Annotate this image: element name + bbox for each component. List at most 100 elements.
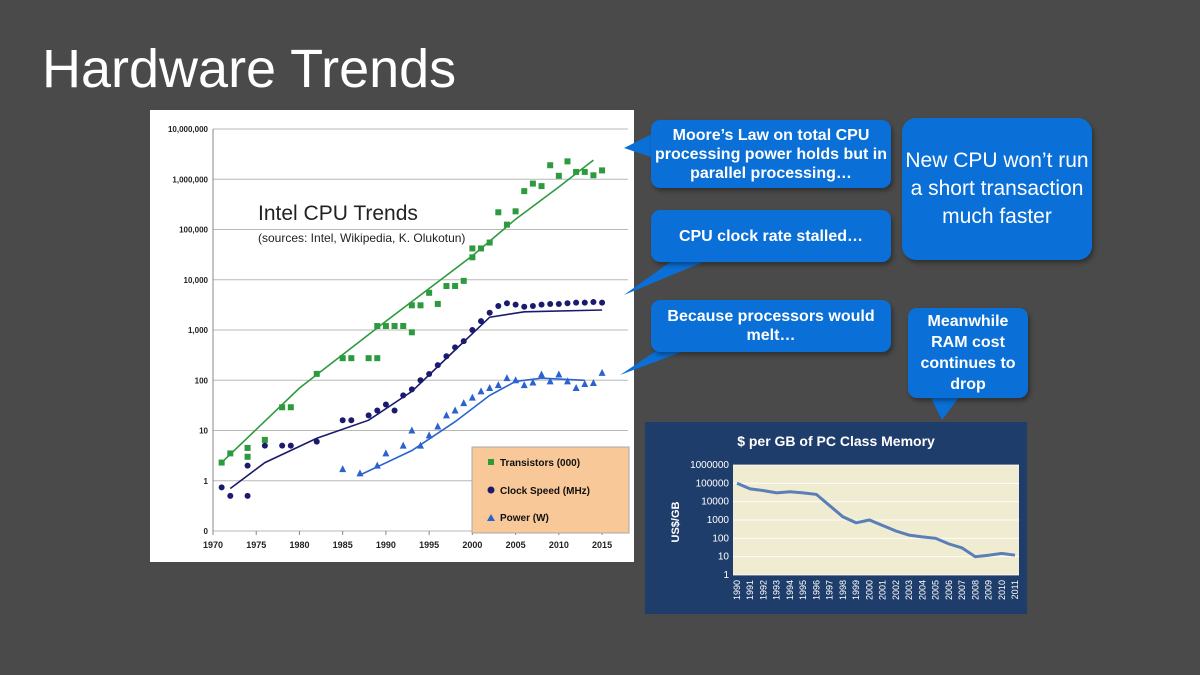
transistor-point (287, 404, 294, 411)
power-point (399, 441, 407, 449)
memory-x-tick-label: 2002 (891, 580, 901, 600)
memory-x-tick-label: 2001 (878, 580, 888, 600)
cpu-y-tick-label: 1 (204, 477, 209, 486)
clock-speed-point (512, 301, 519, 308)
transistor-point (469, 254, 476, 261)
transistor-point (408, 329, 415, 336)
memory-cost-line (736, 481, 1016, 559)
memory-ylabel: US$/GB (670, 501, 682, 542)
transistor-point (529, 180, 536, 187)
transistor-point (408, 302, 415, 309)
cpu-y-tick-label: 10,000,000 (168, 125, 209, 134)
transistor-point (581, 168, 588, 175)
clock-speed-point (218, 484, 225, 491)
clock-speed-point (443, 353, 450, 360)
legend-label-power: Power (W) (500, 513, 549, 524)
memory-x-tick-label: 1992 (758, 580, 768, 600)
transistor-point (443, 283, 450, 290)
callout-clock: CPU clock rate stalled… (651, 210, 891, 262)
callout-moore: Moore’s Law on total CPU processing powe… (651, 120, 891, 188)
memory-x-tick-label: 1999 (851, 580, 861, 600)
memory-chart-title: $ per GB of PC Class Memory (737, 433, 935, 449)
intel-cpu-chart-svg: 0 1 10 100 1,000 10,000 100,000 1,000,000 10,000… (168, 125, 630, 550)
slide-title: Hardware Trends (42, 39, 457, 99)
callout-clock-text: CPU clock rate stalled… (678, 227, 864, 245)
transistor-point (469, 245, 476, 252)
transistor-point (495, 209, 502, 216)
clock-speed-point (573, 299, 580, 306)
power-point (494, 381, 502, 389)
cpu-y-tick-label: 0 (204, 527, 209, 536)
clock-speed-point (555, 300, 562, 307)
transistor-point (486, 239, 493, 246)
cpu-x-tick-label: 2010 (549, 540, 569, 550)
callout-moore-text: Moore’s Law on total CPU processing powe… (654, 126, 887, 182)
legend-box (471, 446, 630, 534)
cpu-y-tick-label: 1,000 (188, 326, 209, 335)
cpu-chart-subtitle: (sources: Intel, Wikipedia, K. Olukotun) (258, 231, 465, 245)
transistor-point (478, 245, 485, 252)
power-point (486, 384, 494, 392)
legend-marker-transistors (488, 459, 494, 465)
memory-x-tick-label: 2009 (984, 580, 994, 600)
power-point (417, 441, 424, 449)
power-point (382, 449, 390, 457)
transistor-point (599, 167, 606, 174)
clock-speed-point (365, 412, 372, 419)
memory-x-tick-label: 1998 (838, 580, 848, 600)
transistor-point (434, 300, 441, 307)
power-point (442, 411, 450, 419)
clock-speed-point (400, 392, 407, 399)
memory-x-tick-label: 2008 (970, 580, 980, 600)
clock-speed-point (339, 417, 346, 424)
power-point (598, 368, 606, 376)
legend-marker-power (487, 514, 495, 521)
memory-y-tick-label: 100000 (696, 478, 730, 489)
power-point (425, 431, 433, 439)
memory-y-tick-label: 100 (712, 533, 729, 544)
transistor-point (365, 355, 372, 362)
clock-speed-point (261, 442, 268, 449)
transistor-point (374, 355, 381, 362)
callout-cpu-faster-text: New CPU won’t run a short transaction mu… (905, 149, 1089, 228)
transistor-point (547, 162, 554, 169)
transistor-point (417, 302, 424, 309)
clock-speed-point (452, 344, 459, 351)
transistor-point (261, 436, 268, 443)
power-point (451, 406, 459, 414)
cpu-x-tick-label: 1970 (203, 540, 223, 550)
memory-x-tick-label: 2003 (904, 580, 914, 600)
memory-x-tick-label: 2006 (944, 580, 954, 600)
clock-speed-point (408, 386, 415, 393)
clock-speed-point (538, 301, 545, 308)
cpu-y-tick-label: 100 (195, 376, 209, 385)
clock-speed-point (382, 401, 389, 408)
power-point (373, 461, 381, 469)
clock-speed-point (313, 438, 320, 445)
clock-speed-point (434, 362, 441, 369)
transistor-point (538, 183, 545, 190)
power-point (538, 370, 546, 378)
clock-speed-point (348, 417, 355, 424)
clock-speed-point (279, 442, 286, 449)
memory-y-tick-label: 1000000 (690, 460, 729, 471)
cpu-x-tick-label: 2000 (462, 540, 482, 550)
power-point (581, 380, 589, 388)
cpu-x-tick-label: 1980 (289, 540, 309, 550)
legend-marker-clock (487, 486, 495, 494)
memory-x-tick-label: 2005 (931, 580, 941, 600)
callout-cpu-faster: New CPU won’t run a short transaction mu… (902, 118, 1092, 260)
clock-speed-point (486, 309, 493, 316)
memory-x-tick-label: 2004 (917, 580, 927, 600)
cpu-legend: Transistors (000) Clock Speed (MHz) Powe… (471, 446, 630, 534)
clock-speed-point (374, 407, 381, 414)
transistor-point (460, 277, 467, 284)
power-point (563, 377, 571, 385)
memory-y-tick-label: 1000 (707, 515, 730, 526)
power-point (460, 399, 468, 407)
transistor-point (339, 355, 346, 362)
memory-x-tick-label: 1990 (732, 580, 742, 600)
memory-x-tick-label: 1995 (798, 580, 808, 600)
cpu-chart-title: Intel CPU Trends (258, 202, 418, 225)
